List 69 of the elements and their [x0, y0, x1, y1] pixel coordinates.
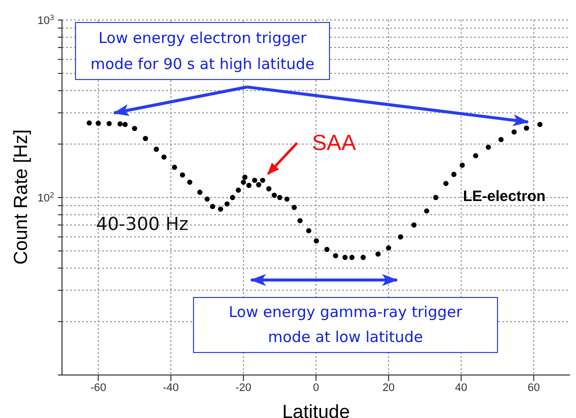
x-tick-label: 60: [528, 382, 540, 394]
point: [324, 246, 330, 252]
series-label: LE-electron: [463, 188, 546, 205]
point: [252, 178, 258, 183]
y-axis-title: Count Rate [Hz]: [11, 129, 32, 265]
point: [332, 253, 338, 258]
y-tick-label: 10$^{3}$: [37, 12, 54, 27]
point: [272, 192, 277, 198]
point: [246, 182, 252, 188]
point: [187, 180, 192, 185]
point: [292, 204, 297, 210]
point: [349, 254, 355, 260]
point: [460, 162, 465, 168]
x-tick-label: 40: [455, 382, 468, 394]
text-box: Low energy electron trigger mode for 90 s at high latitude: [75, 22, 330, 80]
x-axis-title: Latitude: [282, 402, 350, 418]
point: [486, 144, 491, 150]
point: [204, 196, 210, 202]
point: [498, 136, 504, 142]
point: [172, 164, 178, 170]
point: [122, 122, 128, 128]
point: [242, 174, 248, 180]
point: [210, 204, 216, 210]
point: [537, 122, 542, 128]
point: [411, 222, 417, 228]
point: [161, 154, 167, 160]
annotation: SAA: [312, 130, 356, 156]
point: [180, 172, 186, 178]
point: [284, 196, 290, 202]
point: [256, 182, 262, 188]
point: [314, 238, 319, 244]
point: [360, 254, 366, 260]
point: [106, 120, 112, 126]
point: [277, 194, 282, 200]
x-tick-label: 20: [382, 382, 395, 394]
point: [433, 194, 438, 200]
point: [342, 254, 348, 260]
point: [96, 120, 101, 126]
point: [443, 180, 449, 186]
point: [260, 178, 266, 183]
text-box: Low energy gamma-ray trigger mode at low latitude: [193, 297, 498, 353]
point: [230, 194, 236, 200]
x-tick-label: 0: [312, 382, 320, 394]
point: [154, 146, 159, 152]
point: [86, 120, 92, 126]
x-tick-label: -20: [235, 382, 252, 394]
point: [236, 188, 241, 193]
point: [375, 251, 381, 257]
y-tick-label: 10$^{2}$: [37, 190, 54, 204]
point: [224, 201, 230, 207]
annotation: 40-300 Hz: [96, 214, 188, 235]
x-tick-label: -40: [162, 382, 179, 394]
point: [306, 228, 312, 234]
point: [512, 129, 517, 135]
point: [451, 172, 456, 177]
point: [424, 208, 430, 214]
point: [524, 126, 530, 131]
point: [398, 234, 404, 240]
point: [266, 186, 272, 192]
point: [117, 121, 123, 126]
point: [132, 126, 138, 132]
point: [386, 245, 392, 251]
point: [142, 136, 148, 142]
point: [473, 153, 478, 158]
point: [240, 180, 246, 185]
x-tick-label: -60: [90, 382, 106, 394]
point: [197, 190, 202, 195]
point: [218, 206, 224, 212]
point: [297, 218, 303, 224]
